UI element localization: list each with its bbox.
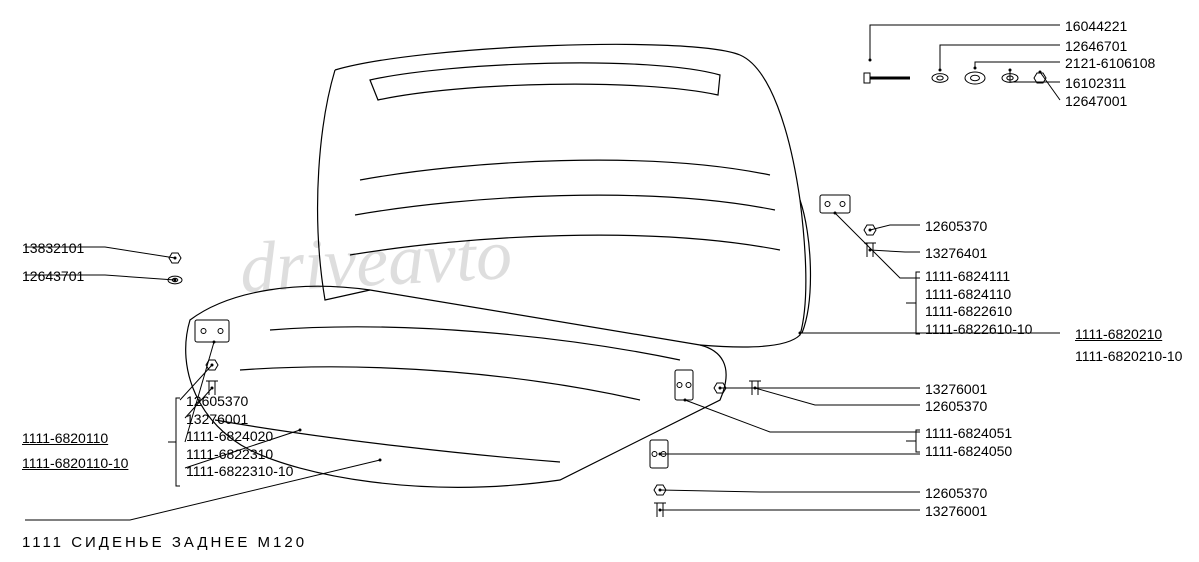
part-16044221: 16044221 [1065, 18, 1127, 36]
part-1111-6824051: 1111-6824051 [925, 425, 1012, 443]
part-group-6824051: 1111-6824051 1111-6824050 [925, 425, 1012, 460]
part-12647001: 12647001 [1065, 93, 1127, 111]
part-1111-6824020: 1111-6824020 [186, 428, 293, 446]
part-group-left: 12605370 13276001 1111-6824020 1111-6822… [186, 393, 293, 481]
part-13832101: 13832101 [22, 240, 84, 258]
part-1111-6822310: 1111-6822310 [186, 446, 293, 464]
part-1111-6824111: 1111-6824111 [925, 268, 1032, 286]
part-16102311: 16102311 [1065, 75, 1126, 93]
part-13276001-b: 13276001 [925, 503, 987, 521]
part-1111-6824110: 1111-6824110 [925, 286, 1032, 304]
part-13276001-a: 13276001 [925, 381, 987, 399]
part-1111-6820110-10: 1111-6820110-10 [22, 455, 128, 473]
part-2121-6106108: 2121-6106108 [1065, 55, 1155, 73]
part-1111-6822610-10: 1111-6822610-10 [925, 321, 1032, 339]
part-1111-6822310-10: 1111-6822310-10 [186, 463, 293, 481]
part-1111-6824050: 1111-6824050 [925, 443, 1012, 461]
part-1111-6822610: 1111-6822610 [925, 303, 1032, 321]
part-12605370-b: 12605370 [925, 398, 987, 416]
part-1111-6820110: 1111-6820110 [22, 430, 108, 448]
part-12605370-c: 12605370 [925, 485, 987, 503]
diagram-title: 1111 СИДЕНЬЕ ЗАДНЕЕ M120 [22, 534, 307, 551]
part-12605370-a: 12605370 [925, 218, 987, 236]
part-1111-6820210: 1111-6820210 [1075, 326, 1162, 344]
part-12643701: 12643701 [22, 268, 84, 286]
part-13276401: 13276401 [925, 245, 987, 263]
part-12646701: 12646701 [1065, 38, 1127, 56]
part-12605370-d: 12605370 [186, 393, 293, 411]
part-13276001-c: 13276001 [186, 411, 293, 429]
part-1111-6820210-10: 1111-6820210-10 [1075, 348, 1182, 366]
part-group-6824111: 1111-6824111 1111-6824110 1111-6822610 1… [925, 268, 1032, 338]
